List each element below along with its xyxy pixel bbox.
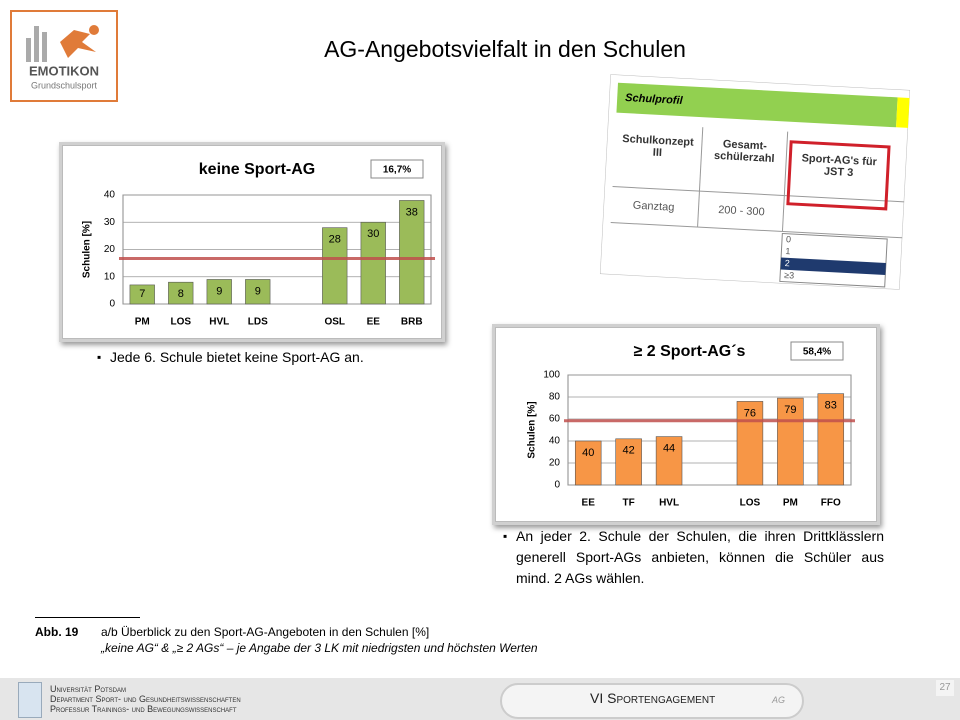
slide-title: AG-Angebotsvielfalt in den Schulen (324, 36, 686, 62)
y-tick-label: 30 (104, 217, 116, 228)
schulprofil-title: Schulprofil (625, 92, 684, 107)
x-tick-label: FFO (821, 498, 841, 509)
y-tick-label: 40 (104, 190, 116, 201)
bar (322, 227, 348, 305)
bar (574, 440, 602, 486)
data-label: 30 (367, 228, 379, 240)
option: 1 (785, 246, 791, 256)
logo: EMOTIKON Grundschulsport (10, 10, 118, 102)
chart-title: keine Sport-AG (199, 161, 315, 178)
schulprofil-cell: Ganztag (632, 200, 674, 214)
chart-panel: keine Sport-AG 16,7% Schulen [%] 0 10 20 30 40 P… (62, 145, 442, 339)
schulprofil-header: Gesamt-schülerzahl (713, 138, 775, 165)
page-number: 27 (936, 680, 954, 696)
data-label: 44 (663, 443, 675, 455)
bar (245, 279, 271, 305)
chart: ≥ 2 Sport-AG´s 58,4% Schulen [%] 0 20 40 60 80 1… (527, 341, 855, 509)
university-logo (18, 682, 42, 718)
footer-line: Department Sport- und Gesundheitswissens… (50, 694, 241, 704)
caption-rule (35, 617, 140, 618)
x-tick-label: PM (135, 317, 150, 328)
x-tick-label: LOS (740, 498, 761, 509)
option: 0 (786, 234, 792, 244)
y-axis-label: Schulen [%] (527, 401, 538, 458)
bullet: An jeder 2. Schule der Schulen, die ihre… (503, 526, 884, 589)
x-tick-label: HVL (659, 498, 679, 509)
y-tick-label: 40 (549, 436, 561, 447)
data-label: 9 (255, 285, 261, 297)
bar (168, 281, 194, 305)
y-tick-label: 0 (554, 480, 560, 491)
schulprofil-image: Schulprofil Schulkonzept III Gesamt-schü… (599, 74, 911, 290)
plot-area (567, 374, 852, 486)
chart-panel: ≥ 2 Sport-AG´s 58,4% Schulen [%] 0 20 40 60 80 1… (495, 327, 877, 522)
badge: 58,4% (803, 347, 831, 358)
y-tick-label: 10 (104, 271, 116, 282)
logo-name: EMOTIKON (29, 63, 99, 78)
y-tick-label: 20 (104, 244, 116, 255)
footer-line: Professur Trainings- und Bewegungswissen… (50, 704, 237, 714)
y-tick-label: 80 (549, 392, 561, 403)
data-label: 7 (139, 288, 145, 300)
y-tick-label: 20 (549, 458, 561, 469)
y-axis-label: Schulen [%] (82, 221, 93, 278)
option: 2 (785, 258, 791, 268)
y-tick-label: 100 (543, 370, 560, 381)
bullet: Jede 6. Schule bietet keine Sport-AG an. (97, 347, 410, 368)
y-tick-label: 60 (549, 414, 561, 425)
section: VI Sportengagement (590, 690, 716, 706)
x-tick-label: PM (783, 498, 798, 509)
bar (399, 200, 425, 305)
schulprofil-header: Schulkonzept III (621, 133, 695, 160)
x-tick-label: LDS (248, 317, 268, 328)
x-tick-label: LOS (170, 317, 191, 328)
data-label: 76 (744, 407, 756, 419)
caption-label: Abb. 19 (35, 625, 79, 639)
bar (817, 393, 845, 486)
chart-title: ≥ 2 Sport-AG´s (634, 343, 746, 360)
chart: keine Sport-AG 16,7% Schulen [%] 0 10 20 30 40 P… (82, 159, 435, 328)
badge: 16,7% (383, 165, 411, 176)
bar (129, 284, 155, 305)
schulprofil-header: Sport-AG's für JST 3 (801, 152, 878, 180)
section-tag: AG (772, 695, 786, 705)
footer-line: Universität Potsdam (50, 684, 127, 694)
bar (655, 436, 683, 486)
logo-sub: Grundschulsport (31, 80, 98, 90)
bar (736, 401, 764, 486)
y-tick-label: 0 (109, 299, 115, 310)
badge-box (790, 341, 844, 361)
x-tick-label: TF (623, 498, 635, 509)
schulprofil-cell: 200 - 300 (718, 204, 765, 218)
data-label: 40 (582, 447, 594, 459)
caption-line: a/b Überblick zu den Sport-AG-Angeboten … (101, 625, 430, 639)
x-tick-label: BRB (401, 317, 423, 328)
x-tick-label: EE (367, 317, 381, 328)
data-label: 83 (825, 400, 837, 412)
x-tick-label: HVL (209, 317, 229, 328)
data-label: 42 (623, 445, 635, 457)
data-label: 28 (329, 234, 341, 246)
caption-line: „keine AG“ & „≥ 2 AGs“ – je Angabe der 3… (101, 641, 538, 655)
bar (777, 397, 804, 486)
x-tick-label: OSL (324, 317, 345, 328)
badge-box (370, 159, 424, 179)
bar (615, 438, 642, 486)
option: ≥3 (784, 270, 794, 281)
data-label: 8 (178, 288, 184, 300)
bar (360, 221, 386, 305)
data-label: 9 (216, 285, 222, 297)
data-label: 38 (406, 206, 418, 218)
data-label: 79 (784, 404, 796, 416)
x-tick-label: EE (582, 498, 596, 509)
logo-graphic: EMOTIKON Grundschulsport (26, 25, 99, 90)
bar (206, 279, 232, 305)
section-oval (500, 683, 804, 719)
